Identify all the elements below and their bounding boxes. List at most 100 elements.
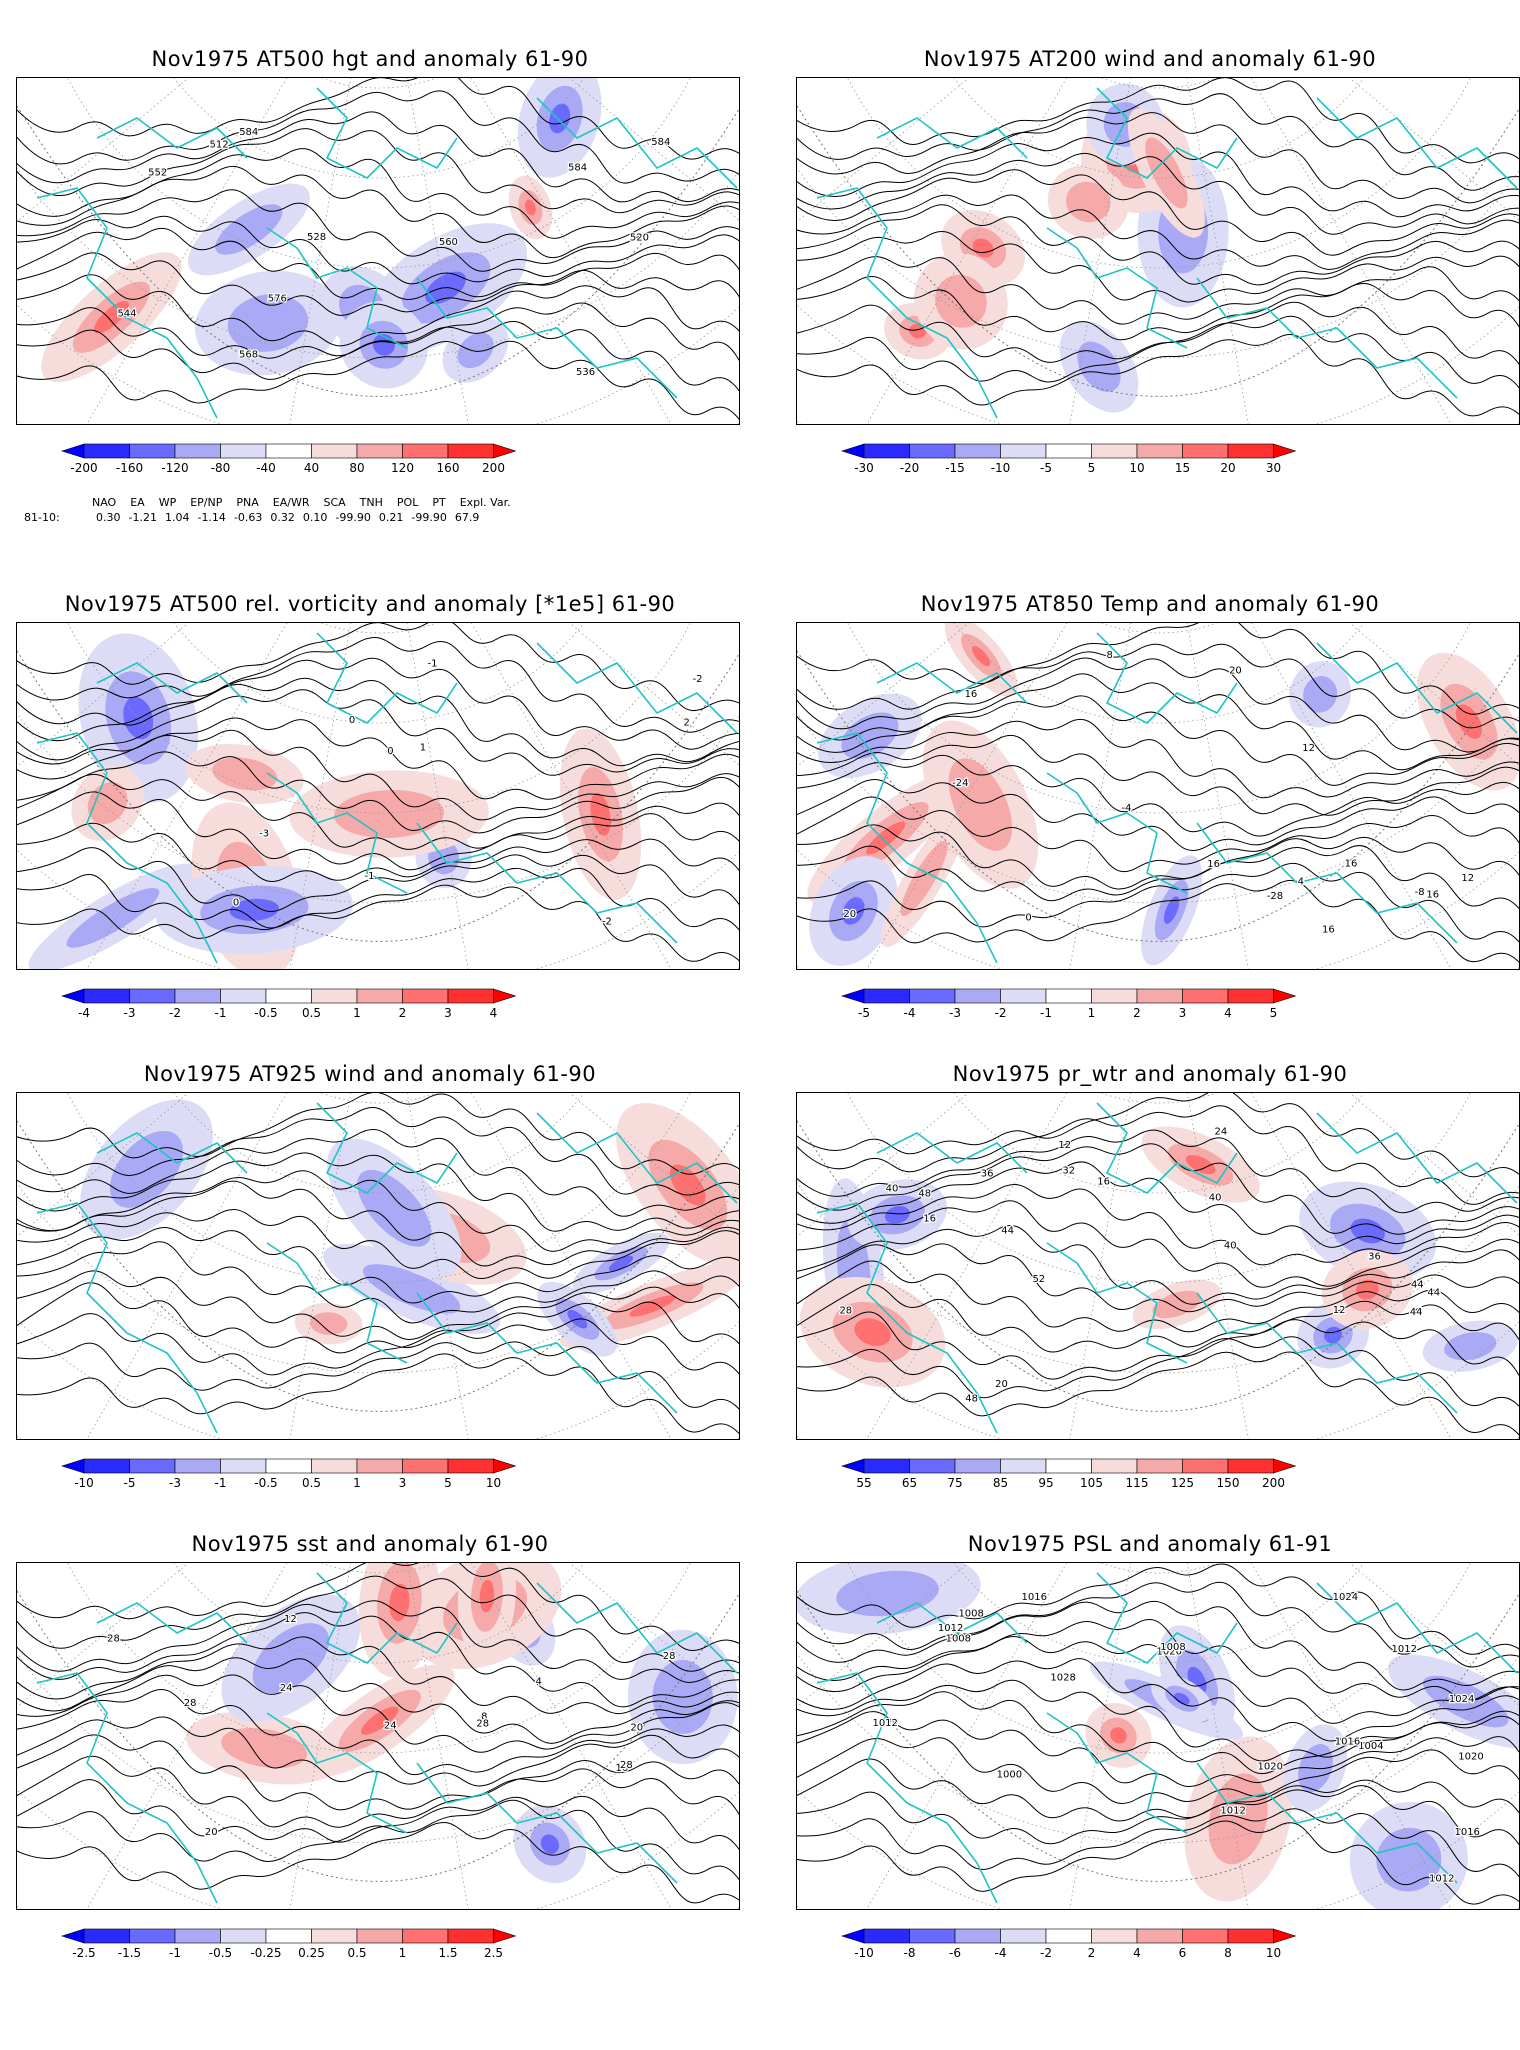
polar-map: 36 40 44 48 52 40 44 12 16 20 12 16 24 32 36 44 48 44 40 28 [797,1093,1519,1439]
contour-label: 16 [1345,859,1358,870]
contour-label: 16 [1426,889,1439,900]
contour-lines [797,1563,1519,1905]
colorbar-tick-label: 8 [1224,1946,1232,1960]
hemisphere-edge [17,1120,739,1412]
contour-line [797,169,1519,256]
colorbar-tick-label: -8 [904,1946,916,1960]
teleconnection-value: -1.21 [128,511,157,524]
anomaly-blob [1455,704,1482,739]
contour-line [797,93,1519,191]
contour-label: 512 [209,140,228,151]
coastline [816,1202,998,1434]
colorbar-tick-label: 1 [399,1946,407,1960]
colorbar-tick-label: -20 [900,461,920,475]
coastline [876,1602,1028,1644]
contour-line [17,1716,739,1787]
teleconnection-value: -99.90 [335,511,371,524]
contour-line [797,779,1519,852]
colorbar-arrow-low [841,1458,865,1474]
contour-label: 544 [117,308,136,319]
teleconnection-value: 0.32 [270,511,295,524]
colorbar-segment [83,988,130,1004]
anomaly-shading [799,1126,1518,1388]
contour-line [797,1351,1519,1436]
coastline [1046,227,1188,349]
colorbar-arrow-low [841,1928,865,1944]
teleconnection-index-name: PT [432,496,446,509]
anomaly-blob [1185,1155,1216,1175]
anomaly-blob [854,1318,891,1346]
coastline [36,732,218,964]
contour-line [17,111,739,203]
coastline [96,662,248,704]
colorbar-tick-label: 0.5 [302,1476,321,1490]
polar-map: 1012 1016 1020 1024 1008 1000 1004 1020 1020 1024… [797,1563,1519,1909]
teleconnection-value: 0.30 [96,511,121,524]
anomaly-blob [842,897,865,925]
contour-line [797,623,1519,715]
contour-label: 12 [1333,1305,1346,1316]
teleconnection-index-name: WP [158,496,177,509]
polar-map: 16 16 0 -4 8 -8 12 16 20 4 12 16 20 16 -28 -24 [797,623,1519,969]
colorbar: -10 -8 -6 -4 -2 2 4 6 8 10 [820,1925,1340,1969]
polar-map: 0 -1 -2 1 2 -3 0 -1 -2 0 [17,623,739,969]
contour-line [17,1270,739,1340]
colorbar-tick-label: 105 [1080,1476,1103,1490]
colorbar-segment [1091,988,1138,1004]
coastlines [36,87,738,419]
coastline [1046,1712,1188,1834]
colorbar-tick-label: -3 [124,1006,136,1020]
contour-line [797,1808,1519,1878]
contour-line [797,1737,1519,1805]
colorbar-segment [265,1458,312,1474]
contour-line [17,1341,739,1410]
panel-prwtr: Nov1975 pr_wtr and anomaly 61-90 36 40 44 48… [780,1060,1520,1580]
colorbar-tick-label: 115 [1126,1476,1149,1490]
contour-line [17,773,739,850]
contour-label: 20 [630,1722,643,1733]
contour-label: -3 [259,829,269,840]
contour-line [17,78,739,160]
colorbar-segment [174,1458,221,1474]
contour-label: 16 [923,1213,936,1224]
contour-label: 12 [1058,1140,1071,1151]
colorbar-segment [1000,1928,1047,1944]
contour-line [797,1691,1519,1775]
contour-label: 520 [630,232,649,243]
contour-line [797,301,1519,365]
colorbar-segment [954,443,1001,459]
panel-title: Nov1975 sst and anomaly 61-90 [191,1532,549,1556]
contour-lines [17,78,739,420]
contour-lines [797,1093,1519,1436]
anomaly-blob [1163,896,1180,924]
teleconnection-index-name: POL [396,496,419,509]
panel-temp850: Nov1975 AT850 Temp and anomaly 61-90 16 16… [780,590,1520,1110]
colorbar-segment [1000,988,1047,1004]
contour-line [17,1821,739,1904]
contour-line [797,1658,1519,1742]
anomaly-blob [1376,1827,1442,1892]
coastline [1196,1762,1458,1884]
contour-line [17,1227,739,1304]
contour-line [797,275,1519,341]
colorbar-segment [1136,988,1183,1004]
anomaly-blob [363,1264,461,1314]
colorbar-segment [356,1928,403,1944]
colorbar-segment [863,443,910,459]
colorbar-segment [909,1928,956,1944]
graticule [17,1093,739,1439]
contour-line [17,1600,739,1683]
contour-label: -8 [1415,887,1425,898]
colorbar-tick-label: 5 [444,1476,452,1490]
contour-label: 552 [148,167,167,178]
coastline [816,1672,998,1904]
contour-label: -4 [1122,803,1132,814]
contour-line [17,1779,739,1851]
colorbar-segment [265,1928,312,1944]
contour-label: 1024 [1449,1694,1474,1705]
colorbar-tick-label: 95 [1038,1476,1053,1490]
contour-label: 4 [535,1676,541,1687]
colorbar-segment [1091,1928,1138,1944]
contour-label: 1020 [1258,1761,1283,1772]
anomaly-blob [1174,1692,1190,1705]
